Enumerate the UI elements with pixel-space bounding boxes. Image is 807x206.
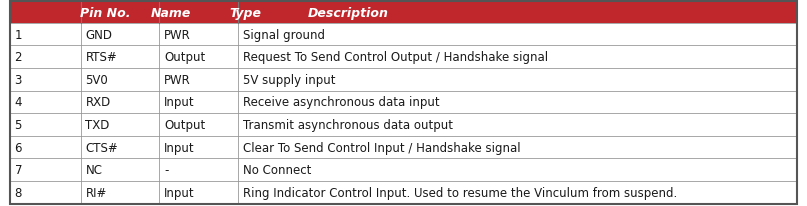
- Bar: [10, 2, 797, 24]
- Text: 7: 7: [15, 163, 22, 176]
- Text: NC: NC: [86, 163, 102, 176]
- Text: 3: 3: [15, 73, 22, 86]
- Text: Name: Name: [151, 7, 191, 20]
- Text: RTS#: RTS#: [86, 51, 117, 64]
- Text: 1: 1: [15, 28, 22, 41]
- Bar: [10, 181, 797, 204]
- Text: Clear To Send Control Input / Handshake signal: Clear To Send Control Input / Handshake …: [243, 141, 521, 154]
- Text: Input: Input: [164, 96, 194, 109]
- Text: 5V0: 5V0: [86, 73, 108, 86]
- Text: Description: Description: [308, 7, 389, 20]
- Text: PWR: PWR: [164, 28, 191, 41]
- Text: Output: Output: [164, 51, 206, 64]
- Text: Receive asynchronous data input: Receive asynchronous data input: [243, 96, 440, 109]
- Bar: [10, 136, 797, 159]
- Text: Signal ground: Signal ground: [243, 28, 325, 41]
- Bar: [10, 91, 797, 114]
- Text: Input: Input: [164, 186, 194, 199]
- Text: 2: 2: [15, 51, 22, 64]
- Text: PWR: PWR: [164, 73, 191, 86]
- Text: 5V supply input: 5V supply input: [243, 73, 336, 86]
- Bar: [10, 24, 797, 46]
- Text: CTS#: CTS#: [86, 141, 118, 154]
- Bar: [10, 159, 797, 181]
- Text: Output: Output: [164, 118, 206, 131]
- Text: 8: 8: [15, 186, 22, 199]
- Text: Pin No.: Pin No.: [80, 7, 130, 20]
- Text: RXD: RXD: [86, 96, 111, 109]
- Text: No Connect: No Connect: [243, 163, 312, 176]
- Text: RI#: RI#: [86, 186, 107, 199]
- Bar: [10, 114, 797, 136]
- Text: Type: Type: [229, 7, 261, 20]
- Text: -: -: [164, 163, 169, 176]
- Text: 6: 6: [15, 141, 22, 154]
- Text: Input: Input: [164, 141, 194, 154]
- Text: 4: 4: [15, 96, 22, 109]
- Bar: [10, 46, 797, 69]
- Text: Request To Send Control Output / Handshake signal: Request To Send Control Output / Handsha…: [243, 51, 548, 64]
- Text: 5: 5: [15, 118, 22, 131]
- Bar: [10, 69, 797, 91]
- Text: Ring Indicator Control Input. Used to resume the Vinculum from suspend.: Ring Indicator Control Input. Used to re…: [243, 186, 677, 199]
- Text: GND: GND: [86, 28, 112, 41]
- Text: TXD: TXD: [86, 118, 110, 131]
- Text: Transmit asynchronous data output: Transmit asynchronous data output: [243, 118, 453, 131]
